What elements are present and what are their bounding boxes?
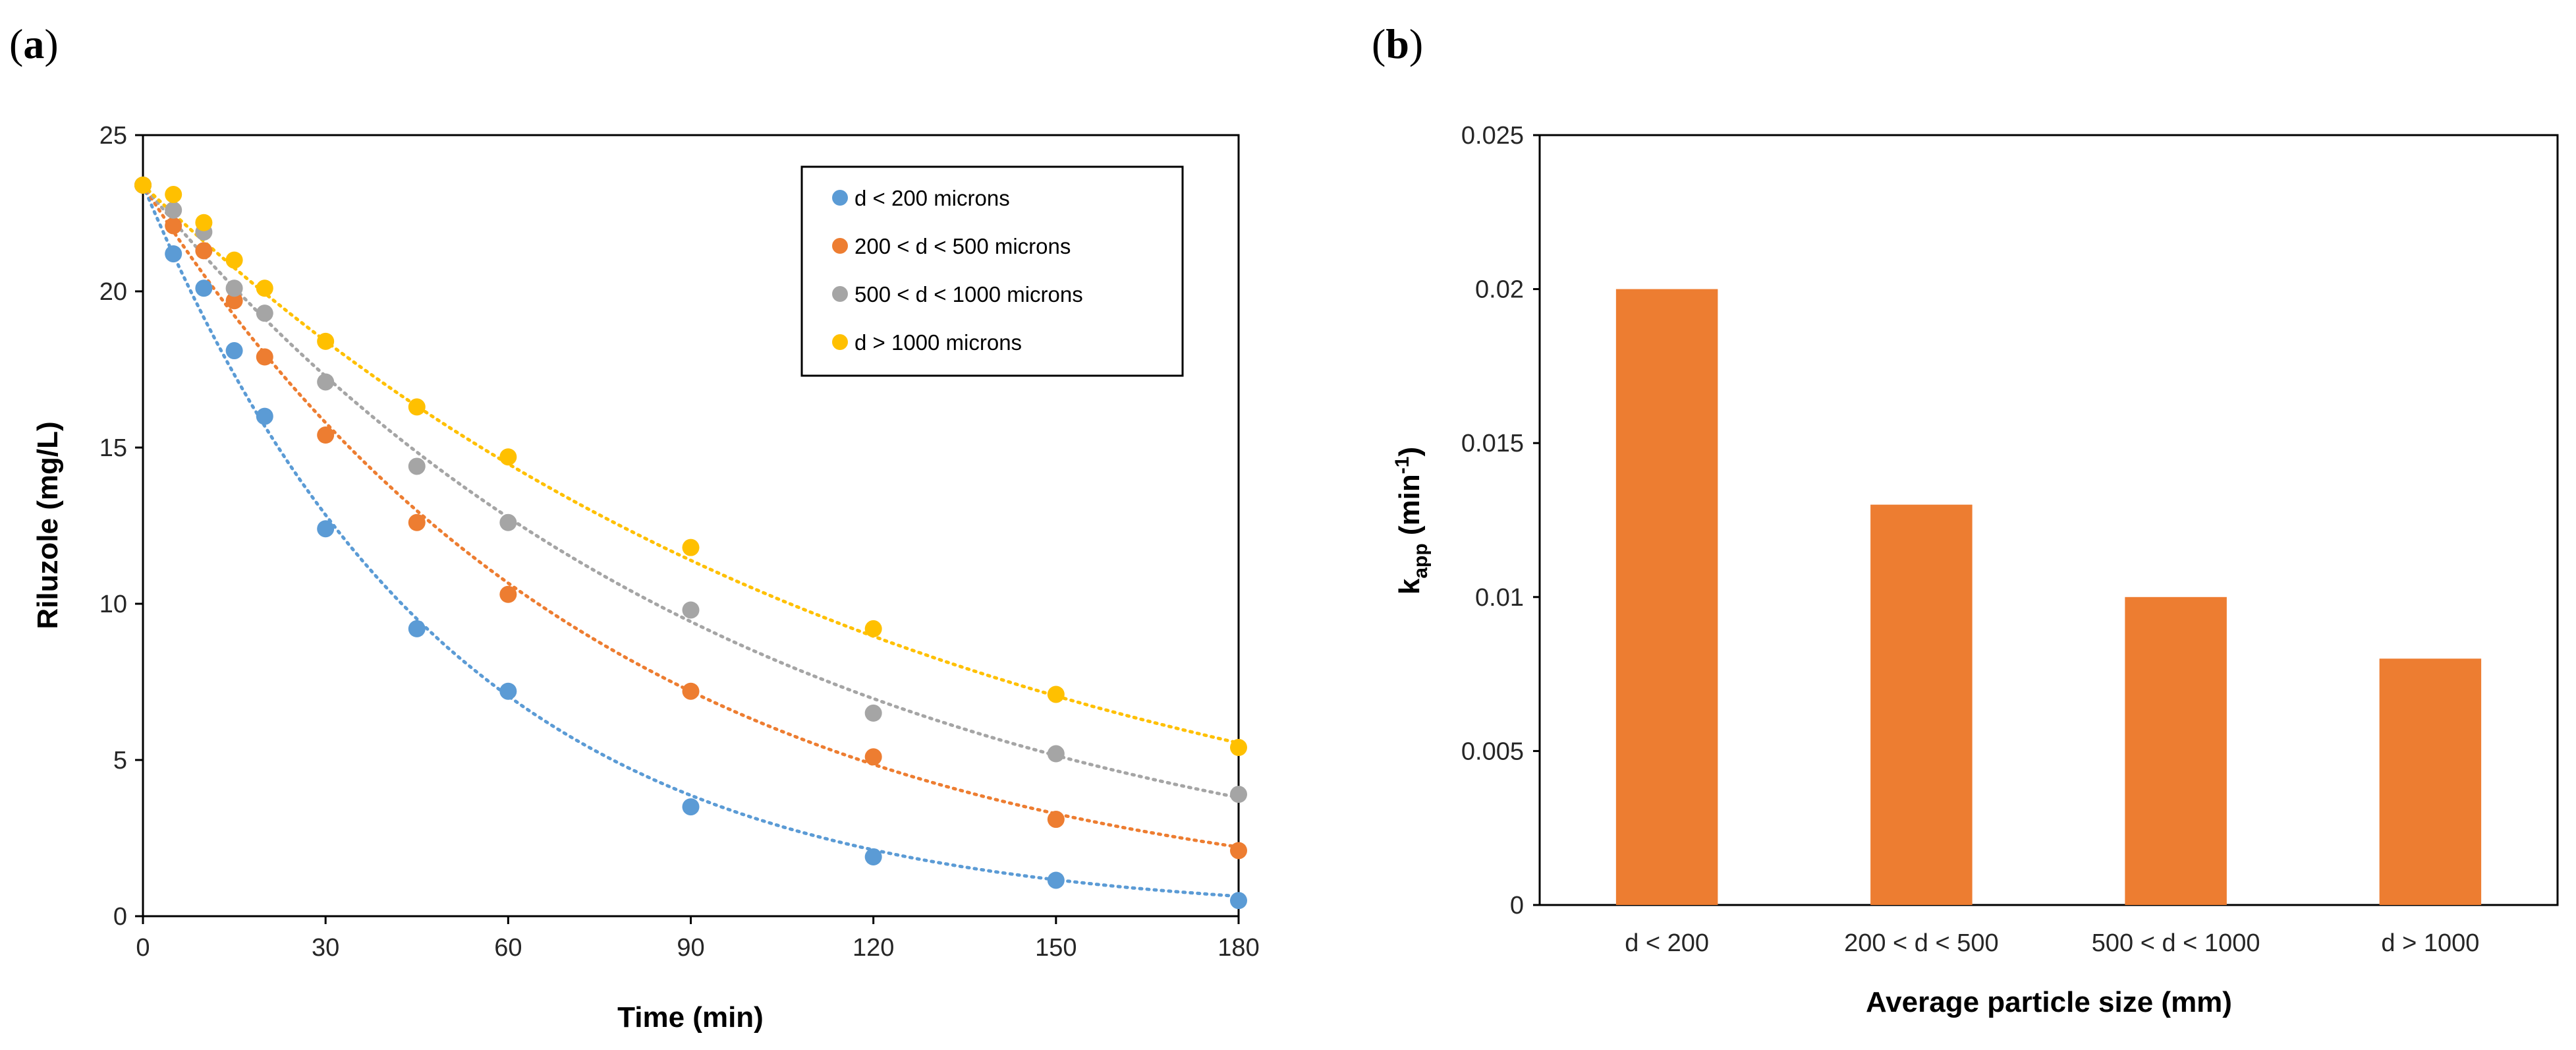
chart-a-point-200-d-500-microns (408, 513, 426, 531)
chart-a-point-500-d-1000-microns (225, 279, 243, 297)
chart-b-y-tick-label: 0.015 (1461, 430, 1524, 457)
chart-a-legend-marker (832, 238, 848, 254)
chart-a-point-d-1000-microns (195, 214, 213, 231)
chart-a-y-tick-label: 5 (113, 747, 127, 774)
chart-a-point-d-200-microns (499, 682, 517, 700)
chart-a-y-axis-title: Riluzole (mg/L) (32, 421, 64, 629)
chart-a-point-d-200-microns (195, 279, 213, 297)
chart-a-point-200-d-500-microns (256, 348, 273, 366)
chart-a-point-500-d-1000-microns (165, 201, 182, 219)
chart-a-y-tick-label: 25 (99, 122, 127, 150)
chart-a-point-d-200-microns (408, 620, 426, 637)
chart-a-legend-marker (832, 286, 848, 302)
chart-a-point-d-200-microns (864, 848, 882, 865)
chart-a-point-d-1000-microns (408, 398, 426, 416)
chart-b-y-tick-label: 0.025 (1461, 122, 1524, 150)
chart-a-legend-label: 500 < d < 1000 microns (854, 282, 1083, 306)
chart-b-bar-200-d-500 (1870, 504, 1973, 905)
chart-a-point-d-1000-microns (256, 279, 273, 297)
chart-a-point-d-1000-microns (499, 448, 517, 466)
chart-a-y-tick-label: 20 (99, 278, 127, 306)
chart-a-point-500-d-1000-microns (682, 601, 700, 619)
chart-a-point-200-d-500-microns (1230, 842, 1247, 860)
chart-a-legend-frame (800, 165, 1184, 377)
chart-b-plot-frame (1538, 134, 2559, 906)
chart-a-y-tick-label: 10 (99, 591, 127, 618)
chart-a-point-d-200-microns (256, 407, 273, 425)
chart-b-y-axis-title: kapp (min-1) (1391, 447, 1432, 595)
chart-a-point-d-1000-microns (317, 332, 335, 350)
chart-a-point-d-200-microns (1230, 892, 1247, 910)
chart-a-point-d-200-microns (682, 798, 700, 816)
chart-b-x-tick-label: 500 < d < 1000 (2092, 929, 2260, 957)
chart-b-x-tick-label: d < 200 (1625, 929, 1709, 957)
chart-a-x-tick-label: 90 (677, 934, 704, 962)
chart-a-point-500-d-1000-microns (864, 704, 882, 722)
chart-a-point-d-200-microns (1047, 871, 1065, 889)
chart-a-legend-label: 200 < d < 500 microns (854, 234, 1071, 258)
chart-a-point-200-d-500-microns (195, 242, 213, 260)
chart-a-point-500-d-1000-microns (1047, 745, 1065, 763)
chart-b-bar-d-200 (1615, 289, 1718, 906)
chart-a-point-200-d-500-microns (1047, 811, 1065, 829)
chart-a-legend-marker (832, 190, 848, 206)
chart-a-point-500-d-1000-microns (256, 305, 273, 322)
chart-a-legend: d < 200 microns 200 < d < 500 microns 500 … (800, 165, 1184, 377)
chart-a-point-500-d-1000-microns (408, 457, 426, 475)
chart-a-point-d-1000-microns (165, 186, 182, 204)
chart-b-x-tick-label: 200 < d < 500 (1844, 929, 1999, 957)
chart-a-point-500-d-1000-microns (499, 513, 517, 531)
chart-a-point-d-1000-microns (1047, 685, 1065, 703)
chart-b-x-tick-label: d > 1000 (2381, 929, 2479, 957)
chart-b-bar-500-d-1000 (2125, 597, 2227, 905)
chart-b-bars (1615, 289, 2482, 906)
panel-a-label: (a) (9, 20, 59, 67)
chart-a-y-ticks: 0 5 10 15 20 25 (99, 122, 143, 931)
chart-a-point-200-d-500-microns (499, 585, 517, 603)
chart-a-x-tick-label: 60 (494, 934, 522, 962)
chart-a-point-200-d-500-microns (225, 292, 243, 310)
chart-a-point-d-1000-microns (682, 539, 700, 556)
chart-a-x-tick-label: 180 (1218, 934, 1259, 962)
chart-a-point-d-200-microns (317, 520, 335, 538)
chart-a-point-d-1000-microns (225, 251, 243, 269)
chart-a-point-200-d-500-microns (864, 748, 882, 766)
chart-a-x-tick-label: 0 (136, 934, 150, 962)
chart-a-y-tick-label: 0 (113, 903, 127, 931)
chart-a-legend-marker (832, 334, 848, 350)
chart-b-kapp-vs-particle-size: 0 0.005 0.01 0.015 0.02 0.025 d < 200 200 < d … (1391, 122, 2559, 1018)
chart-b-bar-d-1000 (2379, 658, 2482, 905)
chart-a-point-d-200-microns (225, 342, 243, 360)
chart-a-point-d-1000-microns (1230, 739, 1247, 757)
chart-a-legend-label: d < 200 microns (854, 186, 1010, 210)
chart-b-y-ticks: 0 0.005 0.01 0.015 0.02 0.025 (1461, 122, 1540, 919)
chart-a-point-500-d-1000-microns (1230, 786, 1247, 803)
chart-b-y-tick-label: 0 (1510, 892, 1524, 919)
chart-b-x-ticks: d < 200 200 < d < 500 500 < d < 1000 d > 10… (1625, 929, 2479, 957)
chart-a-point-200-d-500-microns (682, 682, 700, 700)
chart-a-point-200-d-500-microns (317, 426, 335, 444)
chart-b-y-tick-label: 0.02 (1475, 276, 1524, 304)
chart-a-data-points (134, 176, 1247, 910)
chart-a-point-500-d-1000-microns (317, 373, 335, 391)
chart-a-x-ticks: 0 30 60 90 120 150 180 (136, 916, 1260, 962)
panel-b-label: (b) (1372, 20, 1423, 67)
chart-a-point-d-200-microns (165, 245, 182, 263)
chart-a-x-tick-label: 30 (312, 934, 339, 962)
chart-a-legend-label: d > 1000 microns (854, 330, 1022, 355)
chart-a-x-axis-title: Time (min) (617, 1001, 764, 1034)
chart-a-x-tick-label: 120 (853, 934, 894, 962)
chart-b-y-tick-label: 0.01 (1475, 584, 1524, 612)
chart-a-x-tick-label: 150 (1035, 934, 1077, 962)
chart-a-point-d-1000-microns (864, 620, 882, 637)
chart-b-x-axis-title: Average particle size (mm) (1866, 986, 2232, 1018)
chart-a-point-200-d-500-microns (165, 217, 182, 235)
chart-a-point-d-1000-microns (134, 176, 152, 194)
chart-a-riluzole-vs-time: 0 5 10 15 20 25 0 30 60 90 120 150 180 Time (min) R… (32, 122, 1260, 1034)
chart-a-y-tick-label: 15 (99, 434, 127, 462)
chart-b-y-tick-label: 0.005 (1461, 738, 1524, 765)
